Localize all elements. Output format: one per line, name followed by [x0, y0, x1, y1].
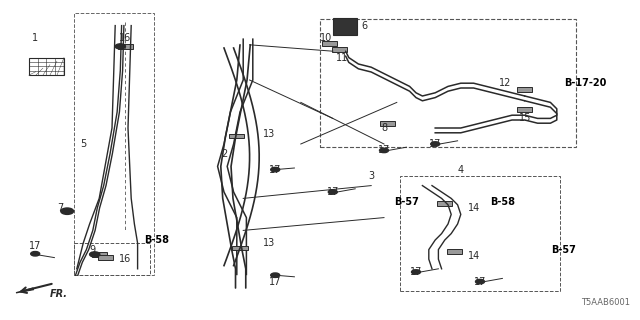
Text: 6: 6 [362, 20, 368, 31]
Text: 12: 12 [499, 78, 512, 88]
Circle shape [271, 167, 280, 172]
Bar [118, 44, 133, 49]
Circle shape [61, 208, 74, 214]
Text: 11: 11 [336, 52, 349, 63]
Text: 17: 17 [429, 139, 442, 149]
Circle shape [31, 252, 40, 256]
Text: B-58: B-58 [144, 235, 170, 245]
Bar [29, 58, 64, 75]
Bar [333, 18, 357, 35]
Bar [98, 255, 113, 260]
Text: 17: 17 [410, 267, 422, 277]
Text: 9: 9 [90, 244, 96, 255]
Bar [332, 47, 347, 52]
Text: 17: 17 [269, 164, 282, 175]
Text: 17: 17 [474, 276, 486, 287]
Text: B-58: B-58 [490, 196, 515, 207]
Text: 1: 1 [32, 33, 38, 44]
Circle shape [380, 148, 388, 153]
Text: 13: 13 [262, 129, 275, 140]
Bar [232, 246, 248, 250]
Text: 5: 5 [80, 139, 86, 149]
Text: 16: 16 [118, 33, 131, 44]
Text: 3: 3 [368, 171, 374, 181]
Text: 16: 16 [118, 254, 131, 264]
Text: 14: 14 [467, 203, 480, 213]
Text: 10: 10 [320, 33, 333, 44]
Bar [400, 176, 560, 291]
Bar [92, 252, 107, 257]
Text: 2: 2 [221, 148, 227, 159]
Text: 4: 4 [458, 164, 464, 175]
Polygon shape [16, 288, 33, 293]
Text: T5AAB6001: T5AAB6001 [581, 298, 630, 307]
Text: 15: 15 [518, 113, 531, 124]
Bar [74, 13, 154, 275]
Text: 17: 17 [29, 241, 42, 252]
Bar [517, 107, 532, 112]
Circle shape [476, 279, 484, 284]
Text: B-57: B-57 [551, 244, 575, 255]
Bar [437, 201, 452, 205]
Text: 7: 7 [58, 203, 64, 213]
Text: B-17-20: B-17-20 [564, 78, 607, 88]
Circle shape [328, 190, 337, 194]
Bar [74, 243, 150, 275]
Circle shape [90, 252, 100, 257]
Circle shape [115, 44, 125, 49]
Bar [517, 87, 532, 92]
Bar [229, 134, 244, 138]
Text: FR.: FR. [50, 289, 68, 299]
Bar [320, 19, 576, 147]
Circle shape [431, 142, 440, 146]
Text: 14: 14 [467, 251, 480, 261]
Text: 17: 17 [269, 276, 282, 287]
Bar [447, 249, 462, 253]
Text: B-57: B-57 [394, 196, 419, 207]
Bar [322, 41, 337, 45]
Circle shape [412, 270, 420, 274]
Text: 17: 17 [326, 187, 339, 197]
Bar [380, 121, 395, 125]
Circle shape [271, 273, 280, 277]
Text: 17: 17 [378, 145, 390, 156]
Text: 8: 8 [381, 123, 387, 133]
Text: 13: 13 [262, 238, 275, 248]
